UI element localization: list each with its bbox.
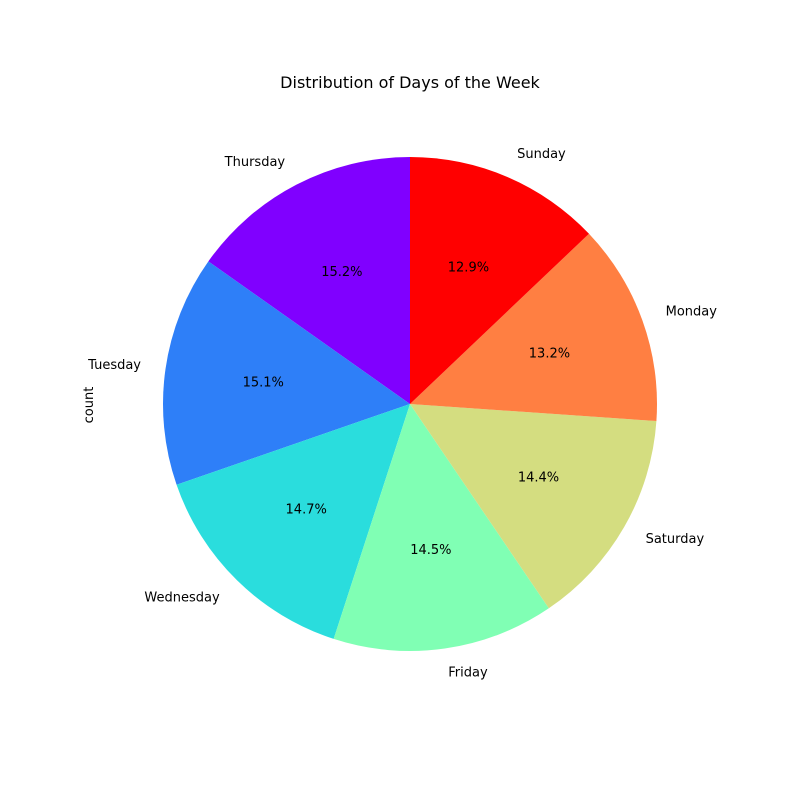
- pie-labels: 15.2% Thursday 15.1% Tuesday 14.7% Wednesday 1…: [87, 147, 717, 681]
- slice-label-friday: Friday: [448, 665, 488, 680]
- chart-title: Distribution of Days of the Week: [280, 73, 540, 92]
- pct-label-monday: 13.2%: [529, 346, 570, 361]
- pct-label-friday: 14.5%: [410, 543, 451, 558]
- pie-slice-saturday: [410, 404, 657, 609]
- pie-slice-tuesday: [162, 261, 410, 485]
- pie-slice-thursday: [208, 157, 410, 404]
- pie-slice-sunday: [410, 157, 589, 404]
- pie-slice-friday: [333, 404, 549, 651]
- slice-label-saturday: Saturday: [646, 532, 705, 547]
- slice-label-wednesday: Wednesday: [144, 590, 220, 605]
- slice-label-thursday: Thursday: [224, 155, 286, 170]
- pct-label-thursday: 15.2%: [321, 265, 362, 280]
- slice-label-tuesday: Tuesday: [87, 358, 141, 373]
- pct-label-sunday: 12.9%: [448, 260, 489, 275]
- pie-slice-monday: [410, 233, 657, 422]
- pie-slices: [162, 157, 657, 651]
- pct-label-wednesday: 14.7%: [286, 502, 327, 517]
- pct-label-saturday: 14.4%: [518, 470, 559, 485]
- pct-label-tuesday: 15.1%: [243, 376, 284, 391]
- slice-label-sunday: Sunday: [517, 147, 566, 162]
- pie-slice-wednesday: [176, 404, 410, 639]
- slice-label-monday: Monday: [666, 304, 718, 319]
- y-axis-label: count: [82, 387, 97, 424]
